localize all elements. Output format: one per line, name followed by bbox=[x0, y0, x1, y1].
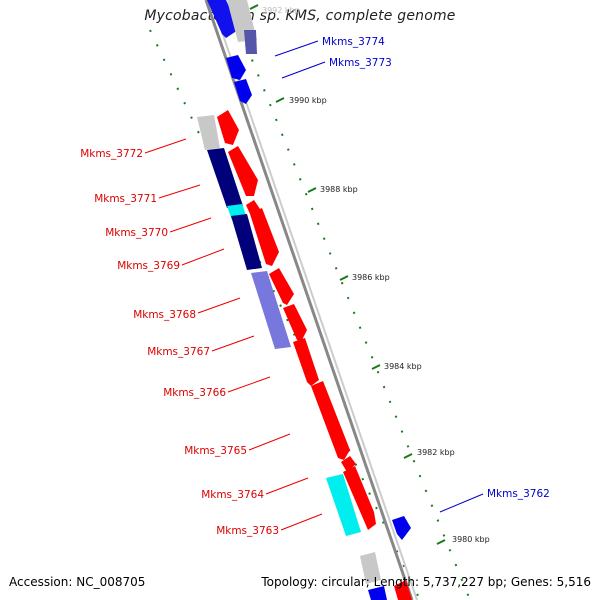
leader-line bbox=[248, 433, 291, 451]
gene-label: Mkms_3763 bbox=[216, 525, 279, 537]
leader-line bbox=[274, 40, 319, 57]
tick-mark bbox=[307, 187, 317, 193]
gene-feature bbox=[326, 474, 361, 536]
leader-lines bbox=[144, 40, 484, 531]
gene-label: Mkms_3773 bbox=[329, 57, 392, 69]
gene-label: Mkms_3774 bbox=[322, 36, 385, 48]
gene-feature bbox=[226, 55, 246, 80]
gene-feature bbox=[343, 466, 376, 530]
gene-feature bbox=[207, 148, 243, 208]
genome-summary: Topology: circular; Length: 5,737,227 bp… bbox=[261, 575, 591, 589]
gene-feature bbox=[231, 214, 262, 270]
tick-mark bbox=[275, 97, 285, 103]
tick-label: 3980 kbp bbox=[452, 535, 490, 544]
gene-feature bbox=[234, 79, 252, 104]
gene-feature bbox=[341, 456, 356, 472]
accession-label: Accession: NC_008705 bbox=[9, 575, 146, 589]
gene-label: Mkms_3764 bbox=[201, 489, 264, 501]
gene-feature bbox=[217, 110, 239, 145]
tick-labels: 3992 kbp 3990 kbp 3988 kbp 3986 kbp 3984… bbox=[262, 6, 490, 544]
gene-label: Mkms_3766 bbox=[163, 387, 226, 399]
tick-layer bbox=[249, 4, 446, 545]
gene-label: Mkms_3769 bbox=[117, 260, 180, 272]
tick-label: 3982 kbp bbox=[417, 448, 455, 457]
gene-label: Mkms_3768 bbox=[133, 309, 196, 321]
guide-rings bbox=[149, 29, 471, 600]
tick-mark bbox=[436, 539, 446, 545]
leader-line bbox=[227, 376, 271, 393]
gene-label: Mkms_3771 bbox=[94, 193, 157, 205]
leader-line bbox=[197, 297, 241, 314]
gene-feature bbox=[293, 338, 319, 386]
tick-label: 3986 kbp bbox=[352, 273, 390, 282]
tick-label: 3988 kbp bbox=[320, 185, 358, 194]
reverse-strand-genes bbox=[197, 0, 387, 600]
leader-line bbox=[281, 61, 326, 79]
tick-mark bbox=[339, 275, 349, 281]
leader-line bbox=[265, 477, 309, 495]
gene-label: Mkms_3765 bbox=[184, 445, 247, 457]
leader-line bbox=[280, 513, 323, 531]
outer-guide-ring bbox=[239, 29, 471, 600]
tick-label: 3984 kbp bbox=[384, 362, 422, 371]
leader-line bbox=[144, 138, 187, 154]
gene-feature bbox=[244, 30, 257, 54]
tick-mark bbox=[403, 453, 413, 459]
gene-feature bbox=[368, 586, 387, 600]
gene-label: Mkms_3767 bbox=[147, 346, 210, 358]
gene-label: Mkms_3772 bbox=[80, 148, 143, 160]
tick-label: 3990 kbp bbox=[289, 96, 327, 105]
tick-label: 3992 kbp bbox=[262, 6, 300, 15]
tick-mark bbox=[249, 4, 259, 10]
gene-feature bbox=[311, 381, 350, 460]
gene-feature bbox=[250, 208, 279, 266]
gene-feature bbox=[392, 516, 411, 540]
gene-label: Mkms_3762 bbox=[487, 488, 550, 500]
gene-labels-right: Mkms_3774 Mkms_3773 Mkms_3762 bbox=[322, 36, 550, 500]
forward-strand-genes bbox=[217, 110, 412, 600]
gene-feature bbox=[251, 271, 291, 349]
gene-feature bbox=[394, 580, 412, 600]
gene-feature bbox=[283, 304, 307, 342]
leader-line bbox=[439, 493, 484, 513]
gene-label: Mkms_3770 bbox=[105, 227, 168, 239]
gene-feature bbox=[269, 268, 294, 305]
leader-line bbox=[158, 184, 201, 199]
gene-feature bbox=[228, 146, 258, 196]
gene-feature bbox=[360, 552, 381, 584]
leader-line bbox=[211, 335, 255, 352]
gene-labels-left: Mkms_3772 Mkms_3771 Mkms_3770 Mkms_3769 … bbox=[80, 148, 279, 537]
blue-arrows bbox=[226, 55, 411, 540]
gene-feature bbox=[197, 115, 220, 150]
leader-line bbox=[169, 217, 212, 233]
tick-mark bbox=[371, 364, 381, 370]
leader-line bbox=[181, 248, 225, 266]
